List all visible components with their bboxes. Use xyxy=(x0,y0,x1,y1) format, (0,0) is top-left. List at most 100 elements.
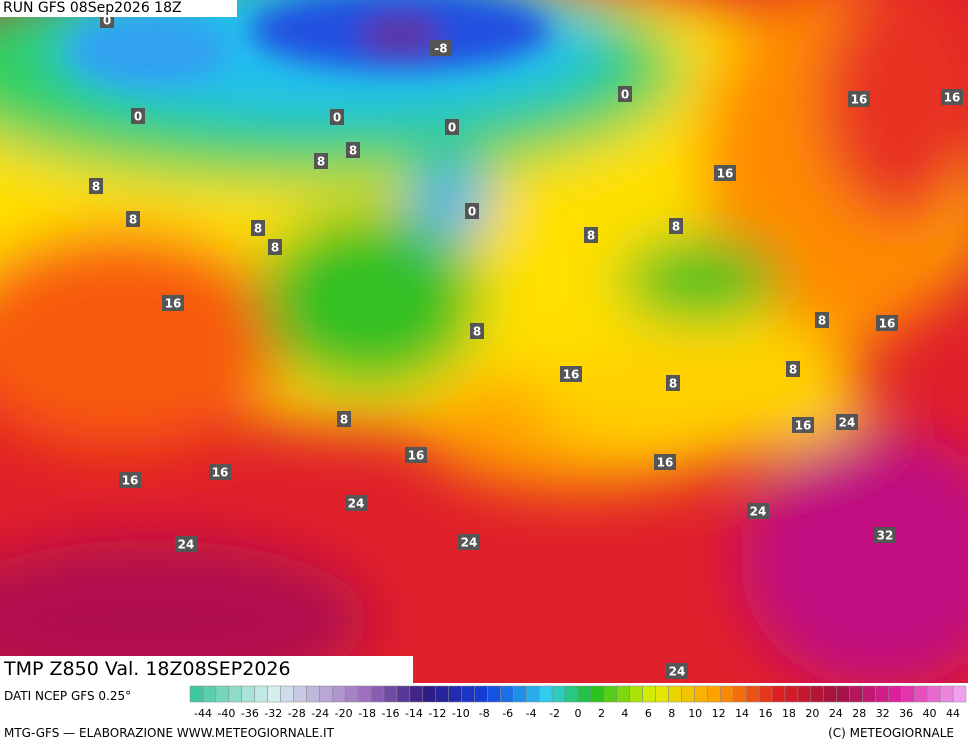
scale-label: 24 xyxy=(829,707,843,720)
scale-swatch xyxy=(720,685,734,703)
contour-label-box xyxy=(251,220,265,236)
contour-label: 24 xyxy=(839,416,856,430)
scale-swatch xyxy=(202,685,217,703)
contour-label-box xyxy=(330,109,344,125)
scale-label: 20 xyxy=(805,707,819,720)
contour-label: 8 xyxy=(672,220,680,234)
scale-label: -2 xyxy=(549,707,560,720)
scale-label: 28 xyxy=(852,707,866,720)
contour-label: 16 xyxy=(851,93,868,107)
contour-label: 32 xyxy=(877,529,894,543)
contour-label: 8 xyxy=(669,377,677,391)
contour-label-box xyxy=(714,165,736,181)
contour-label-box xyxy=(618,86,632,102)
contour-label: 24 xyxy=(750,505,767,519)
scale-swatch xyxy=(707,685,721,703)
scale-swatch xyxy=(306,685,320,703)
contour-label: 0 xyxy=(468,205,476,219)
contour-label-box xyxy=(874,527,896,543)
scale-swatch xyxy=(629,685,643,703)
scale-label: 10 xyxy=(688,707,702,720)
contour-label: 0 xyxy=(134,110,142,124)
contour-label-box xyxy=(470,323,484,339)
scale-label: 16 xyxy=(759,707,773,720)
scale-label: -18 xyxy=(358,707,376,720)
contour-label: 8 xyxy=(271,241,279,255)
scale-swatch xyxy=(939,685,954,703)
contour-label: 0 xyxy=(448,121,456,135)
scale-label: -12 xyxy=(428,707,446,720)
scale-swatch xyxy=(370,685,385,703)
contour-label-box xyxy=(669,218,683,234)
scale-swatch xyxy=(383,685,398,703)
contour-label: 8 xyxy=(473,325,481,339)
scale-label: 12 xyxy=(712,707,726,720)
scale-swatch xyxy=(293,685,307,703)
scale-swatch xyxy=(797,685,812,703)
contour-label-box xyxy=(89,178,103,194)
scale-label: 8 xyxy=(668,707,675,720)
scale-swatch xyxy=(875,685,889,703)
contour-label: 8 xyxy=(349,144,357,158)
scale-swatch xyxy=(487,685,501,703)
contour-label-box xyxy=(786,361,800,377)
scale-label: -16 xyxy=(382,707,400,720)
scale-swatch xyxy=(642,685,656,703)
scale-swatch xyxy=(461,685,475,703)
scale-swatch xyxy=(732,685,747,703)
scale-swatch xyxy=(357,685,372,703)
source: DATI NCEP GFS 0.25° xyxy=(4,689,132,703)
scale-label: 2 xyxy=(598,707,605,720)
scale-swatch xyxy=(267,685,281,703)
scale-swatch xyxy=(771,685,786,703)
contour-label: -8 xyxy=(434,42,447,56)
contour-label: 16 xyxy=(879,317,896,331)
contour-label-box xyxy=(445,119,459,135)
contour-label-box xyxy=(175,536,197,552)
scale-swatch xyxy=(758,685,773,703)
scale-swatch xyxy=(344,685,359,703)
scale-swatch xyxy=(784,685,799,703)
scale-swatch xyxy=(500,685,514,703)
scale-label: -8 xyxy=(479,707,490,720)
scale-label: 32 xyxy=(876,707,890,720)
contour-label-box xyxy=(314,153,328,169)
contour-label-box xyxy=(747,503,769,519)
contour-label: 16 xyxy=(944,91,961,105)
contour-label: 16 xyxy=(408,449,425,463)
contour-label-box xyxy=(666,375,680,391)
contour-label: 8 xyxy=(587,229,595,243)
scale-swatch xyxy=(888,685,902,703)
scale-swatch xyxy=(280,685,294,703)
scale-label: -44 xyxy=(194,707,212,720)
scale-swatch xyxy=(538,685,553,703)
contour-label-box xyxy=(268,239,282,255)
contour-label: 16 xyxy=(657,456,674,470)
contour-label-box xyxy=(876,315,898,331)
scale-swatch xyxy=(901,685,915,703)
scale-label: 6 xyxy=(645,707,652,720)
contour-label-box xyxy=(815,312,829,328)
scale-swatch xyxy=(616,685,630,703)
contour-label-box xyxy=(162,295,184,311)
scale-swatch xyxy=(655,685,669,703)
contour-label: 16 xyxy=(165,297,182,311)
contour-label: 8 xyxy=(254,222,262,236)
scale-swatch xyxy=(396,685,411,703)
scale-label: -32 xyxy=(264,707,282,720)
contour-label-box xyxy=(941,89,963,105)
contour-label-box xyxy=(584,227,598,243)
contour-label: 16 xyxy=(717,167,734,181)
scale-swatch xyxy=(513,685,527,703)
scale-swatch xyxy=(914,685,928,703)
scale-swatch xyxy=(836,685,850,703)
scale-label: 4 xyxy=(621,707,628,720)
scale-label: 44 xyxy=(946,707,960,720)
contour-label-box xyxy=(848,91,870,107)
contour-label: 16 xyxy=(563,368,580,382)
scale-label: -24 xyxy=(311,707,329,720)
scale-label: -40 xyxy=(217,707,235,720)
contour-label-box xyxy=(458,534,480,550)
scale-swatch xyxy=(409,685,424,703)
